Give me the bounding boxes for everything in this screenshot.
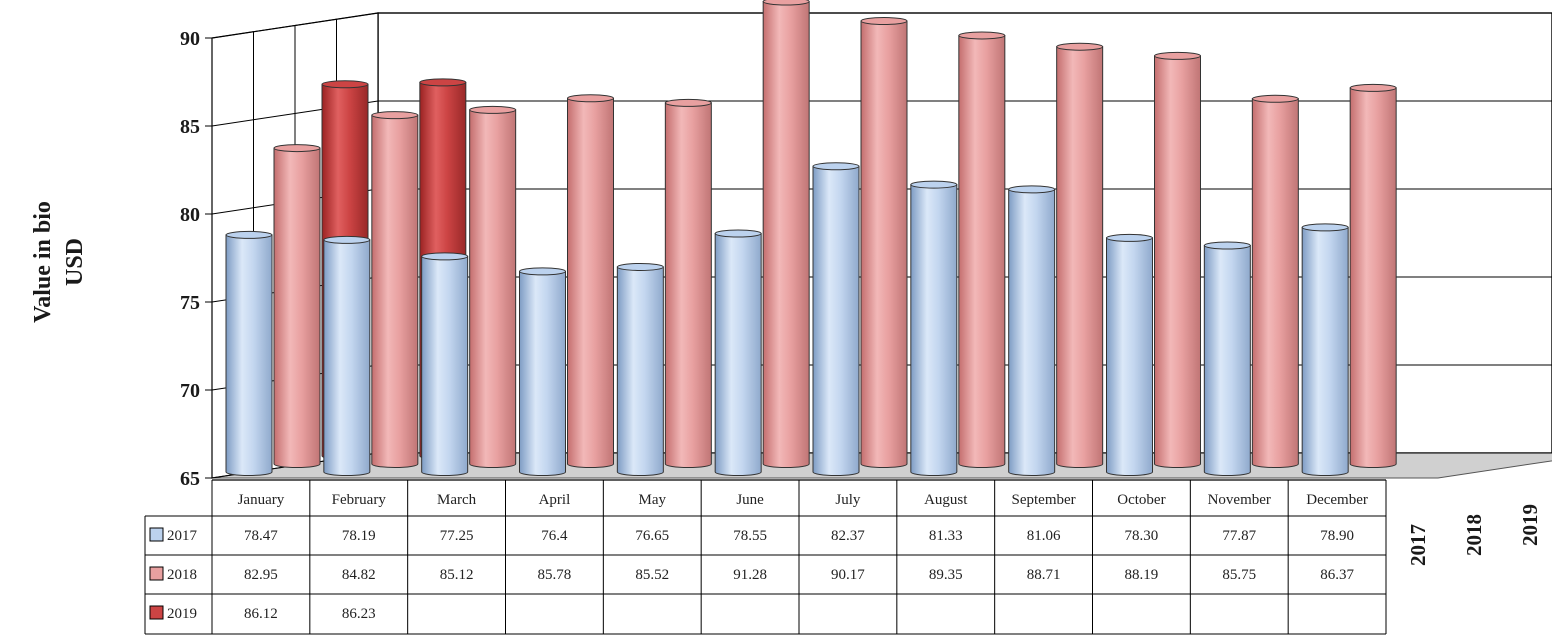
legend-swatch: [149, 566, 164, 581]
table-cell: 88.71: [1027, 567, 1061, 583]
bar-2018-april: [567, 94, 614, 468]
bar-2018-june: [762, 0, 810, 468]
depth-axis: 2017 2018 2019: [1406, 504, 1542, 566]
table-cell: 81.33: [929, 528, 963, 544]
table-cell: 85.52: [635, 567, 669, 583]
bar-2018-october: [1154, 51, 1201, 468]
category-label: May: [639, 492, 667, 508]
category-label: June: [736, 492, 764, 508]
legend-label: 2018: [167, 567, 197, 583]
table-cell: 78.90: [1320, 528, 1354, 544]
table-cell: 85.78: [538, 567, 572, 583]
bar-2017-february: [323, 235, 371, 476]
bar-2017-march: [421, 252, 469, 476]
bar-2017-october: [1106, 233, 1153, 476]
table-cell: 76.65: [635, 528, 669, 544]
y-tick-label: 80: [180, 204, 200, 226]
y-tick-label: 90: [180, 28, 200, 50]
category-label: November: [1208, 492, 1271, 508]
table-cell: 81.06: [1027, 528, 1061, 544]
table-cell: 77.25: [440, 528, 474, 544]
y-tick-label: 75: [180, 292, 200, 314]
table-cell: 76.4: [541, 528, 568, 544]
bar-2017-july: [812, 162, 860, 476]
bar-2018-february: [371, 111, 419, 468]
category-label: October: [1117, 492, 1165, 508]
legend-label: 2017: [167, 528, 198, 544]
y-tick-label: 85: [180, 116, 200, 138]
category-label: February: [332, 492, 387, 508]
table-cell: 78.47: [244, 528, 278, 544]
table-cell: 84.82: [342, 567, 376, 583]
category-label: March: [437, 492, 477, 508]
depth-label: 2017: [1406, 524, 1430, 566]
bars: [225, 0, 1397, 476]
y-tick-label: 65: [180, 468, 200, 490]
table-cell: 86.37: [1320, 567, 1354, 583]
bar-2017-april: [519, 267, 566, 476]
category-label: August: [924, 492, 968, 508]
category-label: January: [238, 492, 285, 508]
depth-label: 2019: [1518, 504, 1542, 546]
bar-2018-november: [1251, 94, 1299, 468]
bar-2018-may: [664, 98, 712, 468]
category-label: July: [835, 492, 861, 508]
y-tick-label: 70: [180, 380, 200, 402]
table-cell: 90.17: [831, 567, 865, 583]
bar-2018-march: [469, 105, 517, 468]
legend-swatch: [149, 605, 164, 620]
bar-2017-june: [714, 229, 762, 476]
bar-2017-january: [225, 230, 273, 476]
table-cell: 78.30: [1125, 528, 1159, 544]
table-cell: 85.75: [1222, 567, 1256, 583]
bar-2017-november: [1203, 241, 1251, 476]
legend-label: 2019: [167, 606, 197, 622]
bar-2018-september: [1056, 42, 1104, 468]
y-axis-label: Value in bio USD: [30, 201, 88, 323]
table-cell: 86.23: [342, 606, 376, 622]
bar-2018-august: [958, 31, 1006, 468]
bar-2017-december: [1301, 223, 1349, 476]
table-cell: 85.12: [440, 567, 474, 583]
table-cell: 78.19: [342, 528, 376, 544]
bar-2017-september: [1008, 185, 1056, 476]
data-table: January February March April May June July Augu…: [144, 479, 1387, 635]
table-cell: 88.19: [1125, 567, 1159, 583]
bar-2018-december: [1349, 83, 1397, 468]
bar-2018-july: [860, 17, 908, 468]
table-cell: 91.28: [733, 567, 767, 583]
table-cell: 78.55: [733, 528, 767, 544]
depth-label: 2018: [1462, 514, 1486, 556]
category-label: April: [539, 492, 571, 508]
table-cell: 77.87: [1222, 528, 1256, 544]
bar-2018-january: [273, 144, 321, 468]
table-cell: 86.12: [244, 606, 278, 622]
bar-2017-may: [616, 262, 664, 476]
table-cell: 89.35: [929, 567, 963, 583]
category-label: December: [1306, 492, 1368, 508]
table-cell: 82.37: [831, 528, 865, 544]
bar-2017-august: [910, 180, 958, 476]
category-label: September: [1012, 492, 1076, 508]
legend-swatch: [149, 527, 164, 542]
table-cell: 82.95: [244, 567, 278, 583]
